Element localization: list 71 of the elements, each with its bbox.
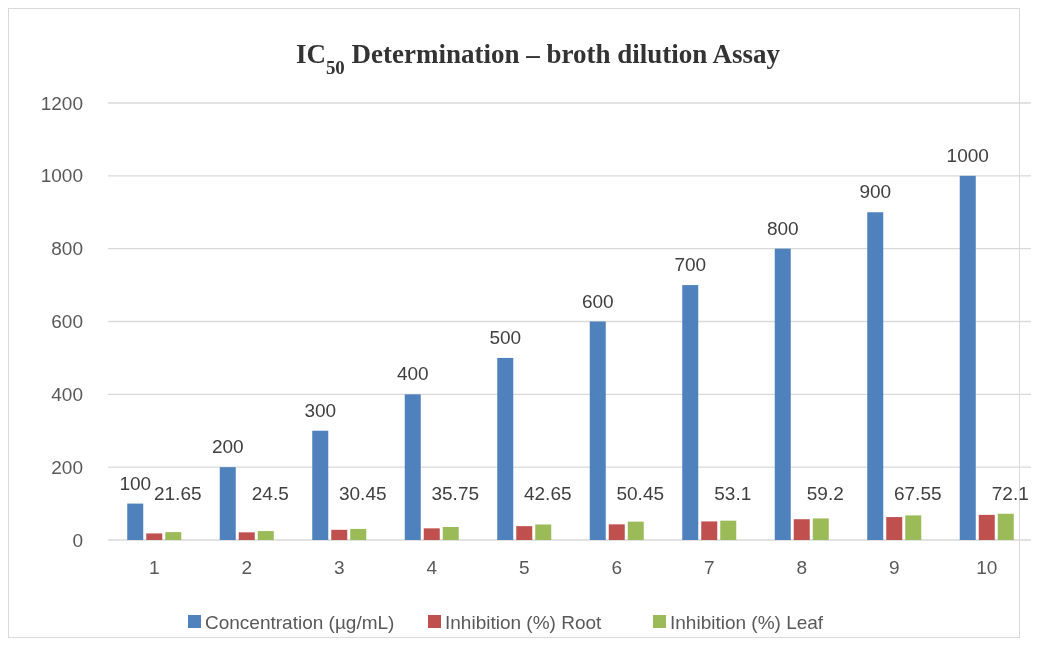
data-label: 200 [211, 436, 244, 458]
bar [238, 532, 255, 540]
data-label: 500 [489, 326, 522, 348]
bar [886, 517, 903, 540]
bar [404, 394, 421, 540]
bar [959, 175, 976, 540]
y-tick-label: 1000 [40, 165, 83, 187]
data-label: 59.2 [806, 483, 844, 504]
data-label: 300 [304, 399, 337, 421]
data-label: 700 [674, 254, 707, 276]
bar [257, 531, 274, 540]
y-tick-label: 0 [72, 529, 83, 551]
data-label: 50.45 [616, 483, 665, 504]
bar [442, 526, 459, 540]
data-label: 1000 [946, 144, 989, 166]
x-tick-label: 3 [333, 557, 345, 578]
legend-label: Inhibition (%) Root [445, 611, 603, 633]
x-tick-label: 5 [518, 557, 530, 578]
bar [978, 514, 995, 540]
data-label: 400 [396, 363, 429, 385]
bar [793, 519, 810, 540]
bar [165, 532, 182, 540]
bar [331, 529, 348, 540]
bar [682, 285, 699, 540]
y-tick-label: 600 [51, 311, 83, 333]
bar [701, 521, 718, 540]
bar [146, 533, 163, 540]
data-label: 35.75 [431, 483, 480, 504]
data-label: 900 [859, 181, 892, 203]
bar [608, 524, 625, 540]
x-tick-label: 6 [611, 557, 623, 578]
y-tick-label: 200 [51, 456, 83, 478]
data-label: 67.55 [893, 483, 942, 504]
data-label: 800 [766, 217, 799, 239]
bar [127, 503, 144, 540]
bar [589, 321, 606, 540]
bar [627, 521, 644, 540]
data-label: 21.65 [153, 483, 202, 504]
x-tick-label: 8 [796, 557, 808, 578]
x-tick-label: 1 [148, 557, 160, 578]
bar [720, 520, 737, 540]
bar [350, 528, 367, 540]
x-tick-label: 7 [703, 557, 715, 578]
x-tick-label: 4 [426, 557, 438, 578]
bar [812, 518, 829, 540]
legend-label: Inhibition (%) Leaf [670, 611, 824, 633]
y-tick-label: 800 [51, 238, 83, 260]
data-label: 42.65 [523, 483, 572, 504]
x-tick-label: 2 [241, 557, 253, 578]
bar [423, 528, 440, 540]
bar [905, 515, 922, 540]
data-label: 600 [581, 290, 614, 312]
bar [535, 524, 552, 540]
bar [497, 357, 514, 540]
y-tick-label: 1200 [40, 92, 83, 114]
bar [867, 212, 884, 540]
bar [997, 513, 1014, 540]
y-tick-label: 400 [51, 383, 83, 405]
chart-title: IC$_{50}$ Determination – broth dilution Assay [295, 39, 781, 78]
data-label: 24.5 [251, 483, 289, 504]
bar [219, 467, 236, 540]
x-tick-label: 10 [976, 557, 998, 578]
legend-label: Concentration (µg/mL) [205, 611, 395, 633]
data-label: 53.1 [714, 483, 752, 504]
data-label: 100 [119, 472, 152, 494]
data-label: 72.1 [991, 483, 1029, 504]
bar [774, 248, 791, 540]
bar [516, 526, 533, 540]
x-tick-label: 9 [888, 557, 900, 578]
bar [312, 430, 329, 540]
data-label: 30.45 [338, 483, 387, 504]
